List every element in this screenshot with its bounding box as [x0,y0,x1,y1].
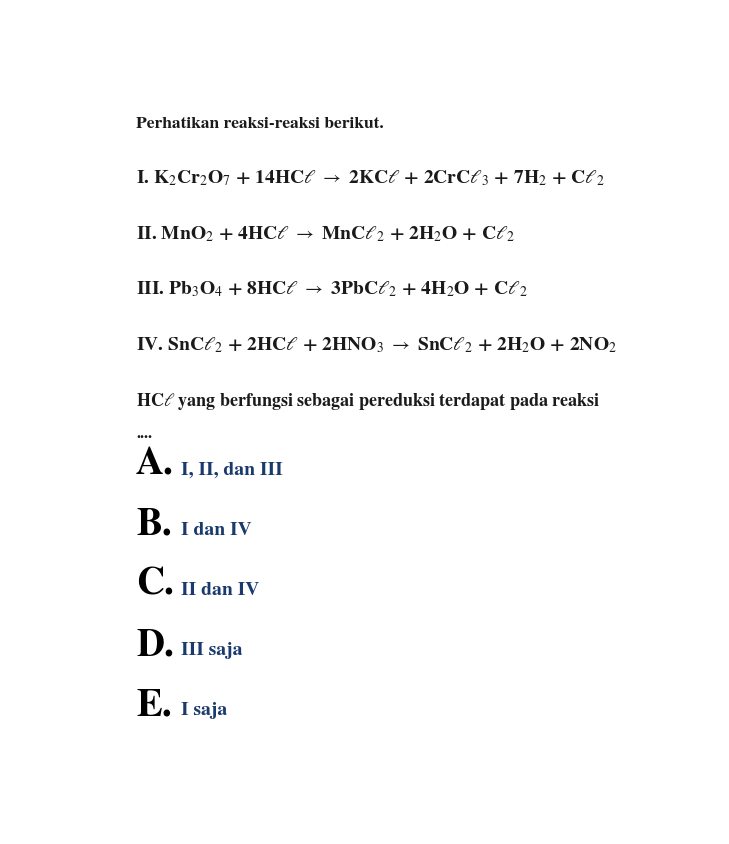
Text: I dan IV: I dan IV [181,522,252,538]
Text: E.: E. [136,687,172,722]
Text: D.: D. [136,627,174,663]
Text: III. Pb$_3$O$_4$ + 8HC$\ell$ $\rightarrow$ 3PbC$\ell$$_2$ + 4H$_2$O + C$\ell$$_2: III. Pb$_3$O$_4$ + 8HC$\ell$ $\rightarro… [136,279,528,299]
Text: A.: A. [136,447,174,482]
Text: III saja: III saja [181,641,243,658]
Text: II dan IV: II dan IV [181,582,260,598]
Text: B.: B. [136,507,172,542]
Text: I. K$_2$Cr$_2$O$_7$ + 14HC$\ell$ $\rightarrow$ 2KC$\ell$ + 2CrC$\ell$$_3$ + 7H$_: I. K$_2$Cr$_2$O$_7$ + 14HC$\ell$ $\right… [136,169,605,188]
Text: I, II, dan III: I, II, dan III [181,462,283,479]
Text: ....: .... [136,426,152,441]
Text: C.: C. [136,567,174,603]
Text: II. MnO$_2$ + 4HC$\ell$ $\rightarrow$ MnC$\ell$$_2$ + 2H$_2$O + C$\ell$$_2$: II. MnO$_2$ + 4HC$\ell$ $\rightarrow$ Mn… [136,224,515,244]
Text: Perhatikan reaksi-reaksi berikut.: Perhatikan reaksi-reaksi berikut. [136,117,384,131]
Text: I saja: I saja [181,701,227,718]
Text: IV. SnC$\ell$$_2$ + 2HC$\ell$ + 2HNO$_3$ $\rightarrow$ SnC$\ell$$_2$ + 2H$_2$O +: IV. SnC$\ell$$_2$ + 2HC$\ell$ + 2HNO$_3$… [136,335,617,354]
Text: HC$\ell$ yang berfungsi sebagai pereduksi terdapat pada reaksi: HC$\ell$ yang berfungsi sebagai pereduks… [136,390,601,411]
